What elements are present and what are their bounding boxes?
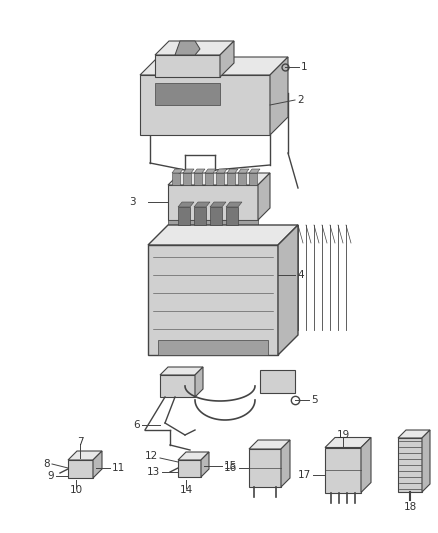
Polygon shape	[258, 173, 270, 220]
Polygon shape	[249, 449, 281, 487]
Polygon shape	[155, 83, 220, 105]
Polygon shape	[238, 169, 249, 173]
Polygon shape	[178, 452, 209, 460]
Polygon shape	[216, 169, 227, 173]
Text: 16: 16	[224, 463, 237, 473]
Polygon shape	[281, 440, 290, 487]
Polygon shape	[194, 202, 210, 207]
Polygon shape	[168, 185, 258, 220]
Polygon shape	[168, 173, 270, 185]
Polygon shape	[155, 41, 234, 55]
Text: 10: 10	[70, 485, 82, 495]
Polygon shape	[270, 57, 288, 135]
Polygon shape	[325, 438, 371, 448]
Polygon shape	[140, 57, 288, 75]
Polygon shape	[160, 375, 195, 397]
Polygon shape	[172, 173, 180, 185]
Polygon shape	[194, 207, 206, 225]
Polygon shape	[155, 55, 220, 77]
Polygon shape	[210, 207, 222, 225]
Polygon shape	[93, 451, 102, 478]
Text: 4: 4	[297, 270, 304, 280]
Polygon shape	[249, 440, 290, 449]
Text: 13: 13	[147, 467, 160, 477]
Text: 19: 19	[336, 430, 350, 440]
Text: 3: 3	[129, 197, 136, 207]
Polygon shape	[201, 452, 209, 477]
Polygon shape	[205, 169, 216, 173]
Polygon shape	[178, 207, 190, 225]
Text: 11: 11	[112, 463, 125, 473]
Polygon shape	[172, 169, 183, 173]
Polygon shape	[168, 220, 258, 228]
Polygon shape	[260, 370, 295, 393]
Polygon shape	[194, 173, 202, 185]
Polygon shape	[183, 173, 191, 185]
Text: 7: 7	[77, 437, 83, 447]
Polygon shape	[178, 460, 201, 477]
Polygon shape	[68, 460, 93, 478]
Text: 18: 18	[403, 502, 417, 512]
Polygon shape	[194, 169, 205, 173]
Text: 1: 1	[301, 62, 307, 72]
Polygon shape	[68, 451, 102, 460]
Polygon shape	[398, 430, 430, 438]
Polygon shape	[422, 430, 430, 492]
Polygon shape	[226, 202, 242, 207]
Polygon shape	[249, 169, 260, 173]
Polygon shape	[398, 438, 422, 492]
Text: 8: 8	[43, 459, 50, 469]
Text: 17: 17	[298, 470, 311, 480]
Polygon shape	[216, 173, 224, 185]
Polygon shape	[195, 367, 203, 397]
Polygon shape	[227, 169, 238, 173]
Polygon shape	[148, 225, 298, 245]
Polygon shape	[325, 448, 361, 492]
Polygon shape	[140, 75, 270, 135]
Text: 12: 12	[145, 451, 158, 461]
Polygon shape	[226, 207, 238, 225]
Polygon shape	[210, 202, 226, 207]
Polygon shape	[148, 245, 278, 355]
Polygon shape	[183, 169, 194, 173]
Polygon shape	[158, 340, 268, 355]
Polygon shape	[205, 173, 213, 185]
Polygon shape	[175, 41, 200, 55]
Text: 6: 6	[134, 420, 140, 430]
Text: 5: 5	[311, 395, 318, 405]
Polygon shape	[178, 202, 194, 207]
Polygon shape	[278, 225, 298, 355]
Polygon shape	[227, 173, 235, 185]
Polygon shape	[160, 367, 203, 375]
Text: 2: 2	[297, 95, 304, 105]
Polygon shape	[249, 173, 257, 185]
Text: 14: 14	[180, 485, 193, 495]
Polygon shape	[361, 438, 371, 492]
Text: 9: 9	[47, 471, 54, 481]
Polygon shape	[220, 41, 234, 77]
Text: 15: 15	[224, 461, 237, 471]
Polygon shape	[238, 173, 246, 185]
